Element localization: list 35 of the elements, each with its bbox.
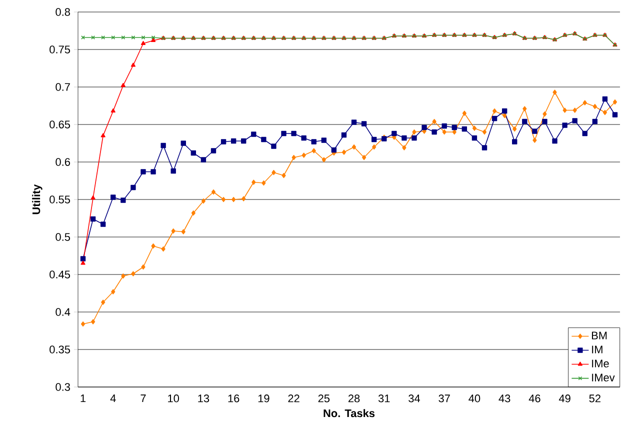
x-axis-title: No. Tasks: [324, 409, 375, 418]
legend-label: BM: [592, 332, 607, 340]
y-tick-label: 0.75: [50, 46, 70, 54]
x-tick-label: 10: [168, 394, 180, 402]
x-tick-label: 7: [140, 394, 146, 402]
y-tick-label: 0.55: [50, 196, 70, 204]
y-tick-label: 0.6: [56, 158, 70, 166]
y-tick-label: 0.8: [56, 8, 70, 16]
x-tick-label: 1: [80, 394, 86, 402]
y-tick-label: 0.7: [56, 83, 70, 91]
x-tick-label: 28: [348, 394, 360, 402]
x-tick-label: 37: [438, 394, 450, 402]
y-tick-label: 0.4: [56, 308, 70, 316]
x-tick-label: 43: [498, 394, 510, 402]
x-tick-label: 34: [408, 394, 420, 402]
x-tick-label: 13: [198, 394, 210, 402]
x-tick-label: 25: [318, 394, 330, 402]
x-tick-label: 4: [110, 394, 116, 402]
y-tick-label: 0.3: [56, 383, 70, 391]
y-tick-label: 0.45: [50, 270, 70, 278]
x-tick-label: 22: [288, 394, 300, 402]
legend-label: IMev: [592, 374, 615, 382]
y-axis-title: Utility: [32, 184, 42, 214]
legend-label: IMe: [592, 360, 609, 368]
x-tick-label: 19: [258, 394, 270, 402]
x-tick-label: 52: [589, 394, 600, 402]
y-tick-label: 0.5: [56, 233, 70, 241]
x-tick-label: 40: [468, 394, 480, 402]
x-tick-label: 31: [378, 394, 390, 402]
x-tick-label: 16: [228, 394, 240, 402]
x-tick-label: 46: [528, 394, 540, 402]
legend-label: IM: [592, 346, 602, 354]
x-tick-label: 49: [558, 394, 570, 402]
y-tick-label: 0.35: [50, 346, 70, 354]
y-tick-label: 0.65: [50, 120, 70, 128]
